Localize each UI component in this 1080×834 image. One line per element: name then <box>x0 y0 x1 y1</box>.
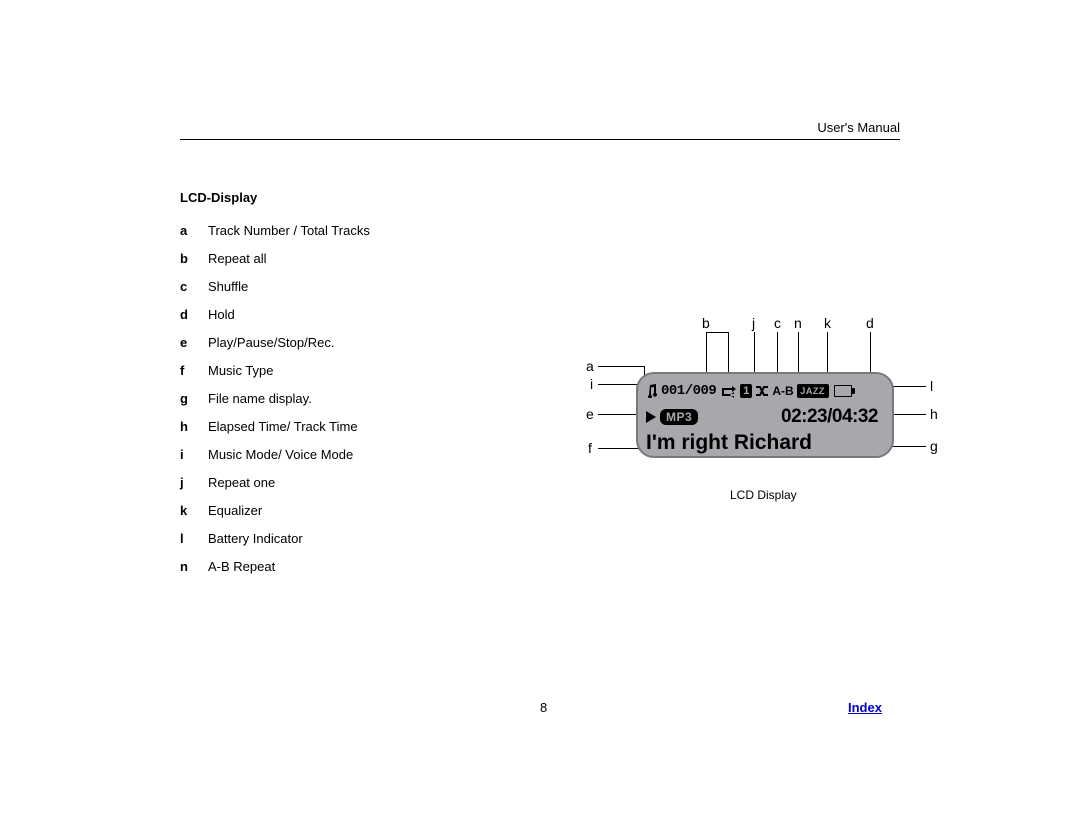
play-icon <box>646 411 656 423</box>
legend-row: lBattery Indicator <box>180 531 900 546</box>
figure-caption: LCD Display <box>730 488 797 502</box>
callout-f: f <box>588 440 592 456</box>
callout-n: n <box>794 315 802 331</box>
ab-repeat-text: A-B <box>772 384 793 398</box>
legend-row: cShuffle <box>180 279 900 294</box>
callout-l: l <box>930 378 933 394</box>
callout-h: h <box>930 406 938 422</box>
music-type-badge: MP3 <box>660 409 698 425</box>
legend-key: a <box>180 223 208 238</box>
lcd-display: 001/009 1 A-B JAZZ MP3 02:23/04:32 I'm r… <box>636 372 894 458</box>
page-header: User's Manual <box>180 120 900 140</box>
callout-c: c <box>774 315 781 331</box>
legend-desc: Track Number / Total Tracks <box>208 223 900 238</box>
legend-desc: A-B Repeat <box>208 559 900 574</box>
callout-e: e <box>586 406 594 422</box>
repeat-one-badge: 1 <box>740 384 752 398</box>
callout-a: a <box>586 358 594 374</box>
leader-line <box>706 332 728 333</box>
legend-key: e <box>180 335 208 350</box>
legend-key: d <box>180 307 208 322</box>
legend-key: k <box>180 503 208 518</box>
legend-key: h <box>180 419 208 434</box>
callout-i: i <box>590 376 593 392</box>
legend-row: aTrack Number / Total Tracks <box>180 223 900 238</box>
eq-badge: JAZZ <box>797 384 829 398</box>
track-number: 001/009 <box>661 383 716 399</box>
legend-key: l <box>180 531 208 546</box>
shuffle-icon <box>755 384 769 398</box>
legend-row: nA-B Repeat <box>180 559 900 574</box>
callout-b: b <box>702 315 710 331</box>
section-title: LCD-Display <box>180 190 900 205</box>
lcd-row-1: 001/009 1 A-B JAZZ <box>646 380 884 402</box>
legend-key: f <box>180 363 208 378</box>
lcd-row-2: MP3 02:23/04:32 <box>646 404 884 430</box>
lcd-figure: b j c n k d a i e f l h g 001/009 1 A-B … <box>580 310 1080 530</box>
music-note-icon <box>646 384 658 398</box>
page-number: 8 <box>540 700 547 715</box>
callout-j: j <box>752 315 755 331</box>
callout-d: d <box>866 315 874 331</box>
leader-line <box>598 366 644 367</box>
battery-icon <box>834 385 852 397</box>
legend-key: g <box>180 391 208 406</box>
header-title: User's Manual <box>817 120 900 135</box>
legend-desc: Repeat all <box>208 251 900 266</box>
legend-key: i <box>180 447 208 462</box>
index-link[interactable]: Index <box>848 700 882 715</box>
legend-desc: Battery Indicator <box>208 531 900 546</box>
callout-g: g <box>930 438 938 454</box>
callout-k: k <box>824 315 831 331</box>
legend-desc: Shuffle <box>208 279 900 294</box>
repeat-all-icon <box>719 384 737 398</box>
legend-key: b <box>180 251 208 266</box>
time-display: 02:23/04:32 <box>781 406 878 428</box>
legend-key: j <box>180 475 208 490</box>
legend-key: c <box>180 279 208 294</box>
lcd-row-3: I'm right Richard <box>646 430 884 456</box>
legend-row: bRepeat all <box>180 251 900 266</box>
legend-key: n <box>180 559 208 574</box>
filename-display: I'm right Richard <box>646 431 812 455</box>
